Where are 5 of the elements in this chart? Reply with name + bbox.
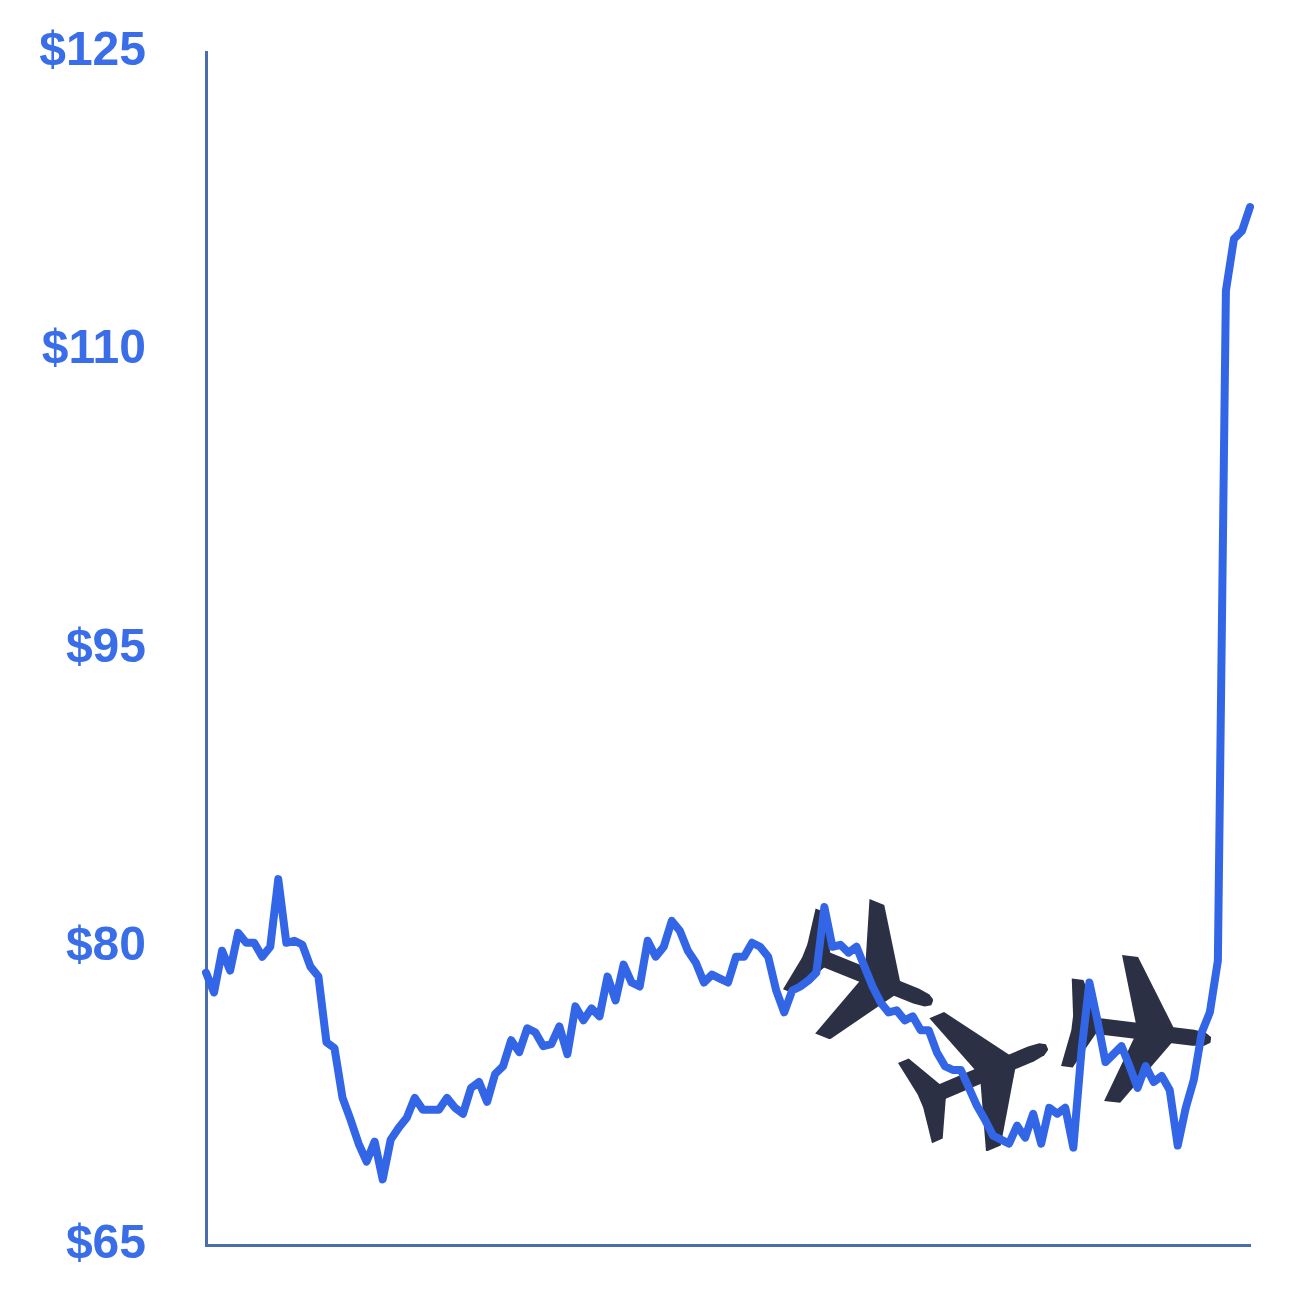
y-tick-label: $95 — [65, 618, 146, 672]
y-tick-label: $65 — [65, 1215, 146, 1269]
y-tick-label: $110 — [41, 320, 146, 374]
y-tick-label: $80 — [65, 916, 146, 970]
y-tick-label: $125 — [39, 22, 146, 76]
